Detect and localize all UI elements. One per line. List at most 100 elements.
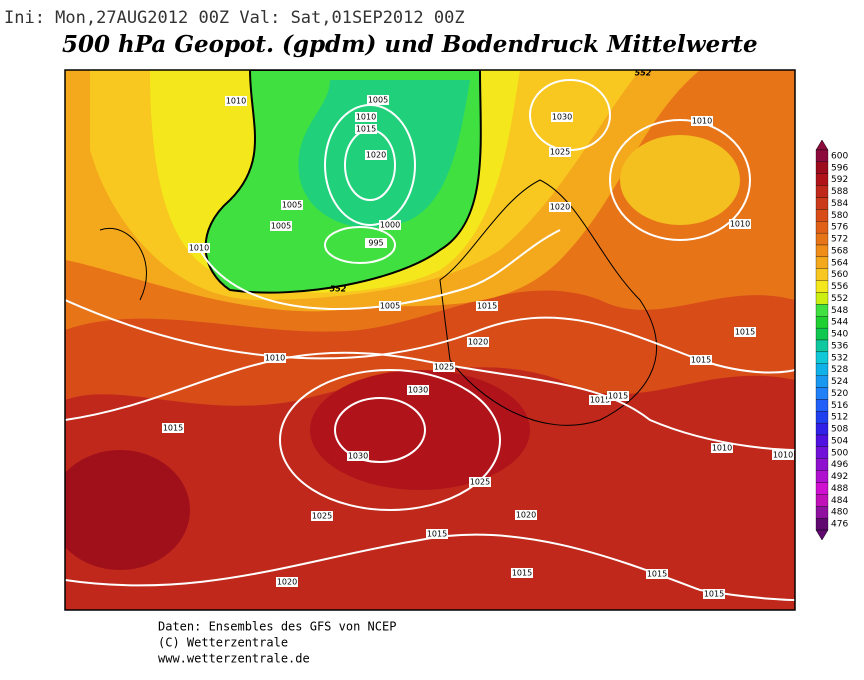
isobar-label-bg bbox=[549, 202, 571, 212]
isobar-label: 1010 bbox=[692, 117, 712, 126]
colorbar-label: 520 bbox=[831, 389, 848, 399]
isobar-label-bg bbox=[589, 395, 611, 405]
isobar-label: 1015 bbox=[704, 590, 724, 599]
isobar-label-bg bbox=[407, 385, 429, 395]
colorbar-cell bbox=[815, 363, 829, 376]
colorbar-cell bbox=[815, 149, 829, 163]
colorbar-cell bbox=[815, 339, 829, 353]
isobar-label: 1005 bbox=[380, 302, 400, 311]
colorbar-cell bbox=[815, 232, 829, 246]
isobar-label-bg bbox=[379, 301, 401, 311]
colorbar-label: 512 bbox=[831, 413, 848, 423]
colorbar-label: 508 bbox=[831, 425, 848, 435]
isobar-label-bg bbox=[355, 112, 377, 122]
isobar-label-bg bbox=[311, 511, 333, 521]
isobar-label-bg bbox=[367, 95, 389, 105]
colorbar-cell bbox=[815, 351, 829, 364]
isobar-label: 1010 bbox=[356, 113, 376, 122]
colorbar-label: 572 bbox=[831, 235, 848, 245]
isobar-label: 1015 bbox=[590, 396, 610, 405]
isobar-label-bg bbox=[433, 362, 455, 372]
colorbar-cell bbox=[815, 280, 829, 293]
isobar-label: 995 bbox=[368, 239, 383, 248]
colorbar-cell bbox=[815, 434, 829, 448]
isobar-label-bg bbox=[690, 355, 712, 365]
colorbar-label: 576 bbox=[831, 223, 848, 233]
contour-label: 552 bbox=[330, 285, 347, 294]
colorbar-cell bbox=[815, 185, 829, 198]
colorbar-cell bbox=[815, 244, 829, 258]
colorbar-label: 500 bbox=[831, 448, 848, 458]
colorbar-cell bbox=[815, 446, 829, 459]
isobar-label-bg bbox=[772, 450, 794, 460]
colorbar-cell bbox=[815, 161, 829, 174]
colorbar-cell bbox=[815, 482, 829, 495]
colorbar-cap bbox=[815, 139, 829, 151]
colorbar-cell bbox=[815, 422, 829, 436]
isobar-label: 1020 bbox=[468, 338, 488, 347]
isobar-label-bg bbox=[551, 112, 573, 122]
colorbar-label: 588 bbox=[831, 187, 848, 197]
colorbar-label: 548 bbox=[831, 306, 848, 316]
isobar-label: 1025 bbox=[550, 148, 570, 157]
isobar-label: 1010 bbox=[265, 354, 285, 363]
colorbar-cell bbox=[815, 268, 829, 281]
isobar-label-bg bbox=[515, 510, 537, 520]
isobar-label-bg bbox=[355, 124, 377, 134]
isobar-label: 1010 bbox=[226, 97, 246, 106]
isobar-label: 1015 bbox=[608, 392, 628, 401]
isobar-label: 1010 bbox=[189, 244, 209, 253]
isobar-label: 1030 bbox=[552, 113, 572, 122]
colorbar-cell bbox=[815, 173, 829, 186]
run-info: Ini: Mon,27AUG2012 00Z Val: Sat,01SEP201… bbox=[4, 8, 465, 28]
colorbar-label: 476 bbox=[831, 520, 848, 530]
footer-line: www.wetterzentrale.de bbox=[158, 652, 310, 666]
isobar-label: 1010 bbox=[730, 220, 750, 229]
isobar-label-bg bbox=[476, 301, 498, 311]
colorbar-cell bbox=[815, 221, 829, 234]
colorbar-cell bbox=[815, 304, 829, 317]
isobar-label: 1015 bbox=[477, 302, 497, 311]
isobar-label-bg bbox=[607, 391, 629, 401]
colorbar-cell bbox=[815, 209, 829, 222]
isobar-label: 1025 bbox=[312, 512, 332, 521]
colorbar-label: 516 bbox=[831, 401, 848, 411]
isobar-label-bg bbox=[225, 96, 247, 106]
footer-line: (C) Wetterzentrale bbox=[158, 636, 288, 650]
colorbar-cell bbox=[815, 292, 829, 305]
isobar-label: 1010 bbox=[712, 444, 732, 453]
isobar-label-bg bbox=[691, 116, 713, 126]
isobar-label-bg bbox=[162, 423, 184, 433]
colorbar-label: 596 bbox=[831, 163, 848, 173]
colorbar-label: 552 bbox=[831, 294, 848, 304]
colorbar-label: 492 bbox=[831, 472, 848, 482]
colorbar-cell bbox=[815, 517, 829, 531]
isobar-label-bg bbox=[347, 451, 369, 461]
colorbar-cell bbox=[815, 375, 829, 388]
isobar-label-bg bbox=[646, 569, 668, 579]
isobar-label: 1010 bbox=[773, 451, 793, 460]
isobar-label-bg bbox=[734, 327, 756, 337]
colorbar-label: 592 bbox=[831, 175, 848, 185]
colorbar-label: 480 bbox=[831, 508, 848, 518]
colorbar-label: 560 bbox=[831, 270, 848, 280]
colorbar-label: 488 bbox=[831, 484, 848, 494]
isobar-label: 1000 bbox=[380, 221, 400, 230]
colorbar-label: 484 bbox=[831, 496, 848, 506]
isobar-label: 1020 bbox=[516, 511, 536, 520]
isobar-label-bg bbox=[264, 353, 286, 363]
isobar-labels: 1010 1005 1010 1015 1020 1005 1005 1000 995 1010 1… bbox=[162, 69, 794, 599]
isobar-label: 1015 bbox=[735, 328, 755, 337]
isobar-label-bg bbox=[270, 221, 292, 231]
isobar-label: 1015 bbox=[356, 125, 376, 134]
colorbar-cell bbox=[815, 256, 829, 269]
isobar-label: 1015 bbox=[691, 356, 711, 365]
isobar-label: 1015 bbox=[512, 569, 532, 578]
colorbar-label: 532 bbox=[831, 353, 848, 363]
isobar-label-bg bbox=[729, 219, 751, 229]
isobar-label: 1025 bbox=[470, 478, 490, 487]
colorbar-cell bbox=[815, 494, 829, 507]
colorbar-label: 584 bbox=[831, 199, 848, 209]
